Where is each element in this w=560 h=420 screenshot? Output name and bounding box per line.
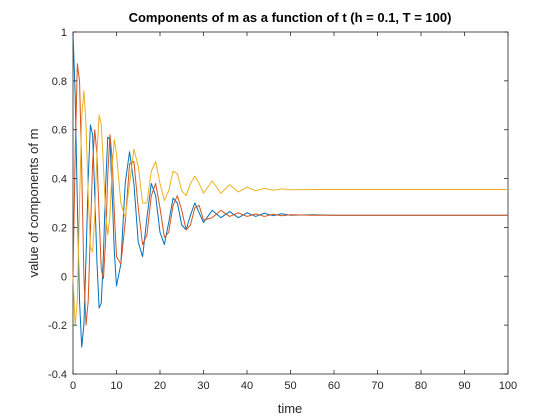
x-tick-label: 0 xyxy=(70,380,76,392)
x-tick-label: 30 xyxy=(197,380,209,392)
series-line-2 xyxy=(72,63,508,326)
y-tick-label: 0.4 xyxy=(52,174,67,186)
x-tick-label: 80 xyxy=(415,380,427,392)
x-tick-label: 90 xyxy=(458,380,470,392)
y-tick-label: -0.4 xyxy=(48,369,67,381)
ticks-layer: 0 10 20 30 40 50 60 70 80 90 100 -0.4 -0.2 0 0.2 0.4 0.6… xyxy=(48,27,517,392)
y-tick-label: 0.6 xyxy=(52,125,67,137)
y-tick-label: 0 xyxy=(61,271,67,283)
y-tick-label: -0.2 xyxy=(48,320,67,332)
y-tick-label: 0.2 xyxy=(52,222,67,234)
x-tick-label: 60 xyxy=(328,380,340,392)
x-tick-label: 50 xyxy=(284,380,296,392)
x-tick-label: 100 xyxy=(499,380,517,392)
y-tick-label: 1 xyxy=(61,27,67,39)
series-line-3 xyxy=(72,90,508,326)
x-axis-label: time xyxy=(278,401,303,416)
x-tick-label: 20 xyxy=(154,380,166,392)
y-axis-label: value of components of m xyxy=(26,129,41,278)
y-tick-label: 0.8 xyxy=(52,76,67,88)
x-tick-label: 40 xyxy=(241,380,253,392)
chart-title: Components of m as a function of t (h = … xyxy=(129,10,452,25)
series-layer xyxy=(72,31,508,348)
x-tick-label: 70 xyxy=(371,380,383,392)
x-tick-label: 10 xyxy=(110,380,122,392)
